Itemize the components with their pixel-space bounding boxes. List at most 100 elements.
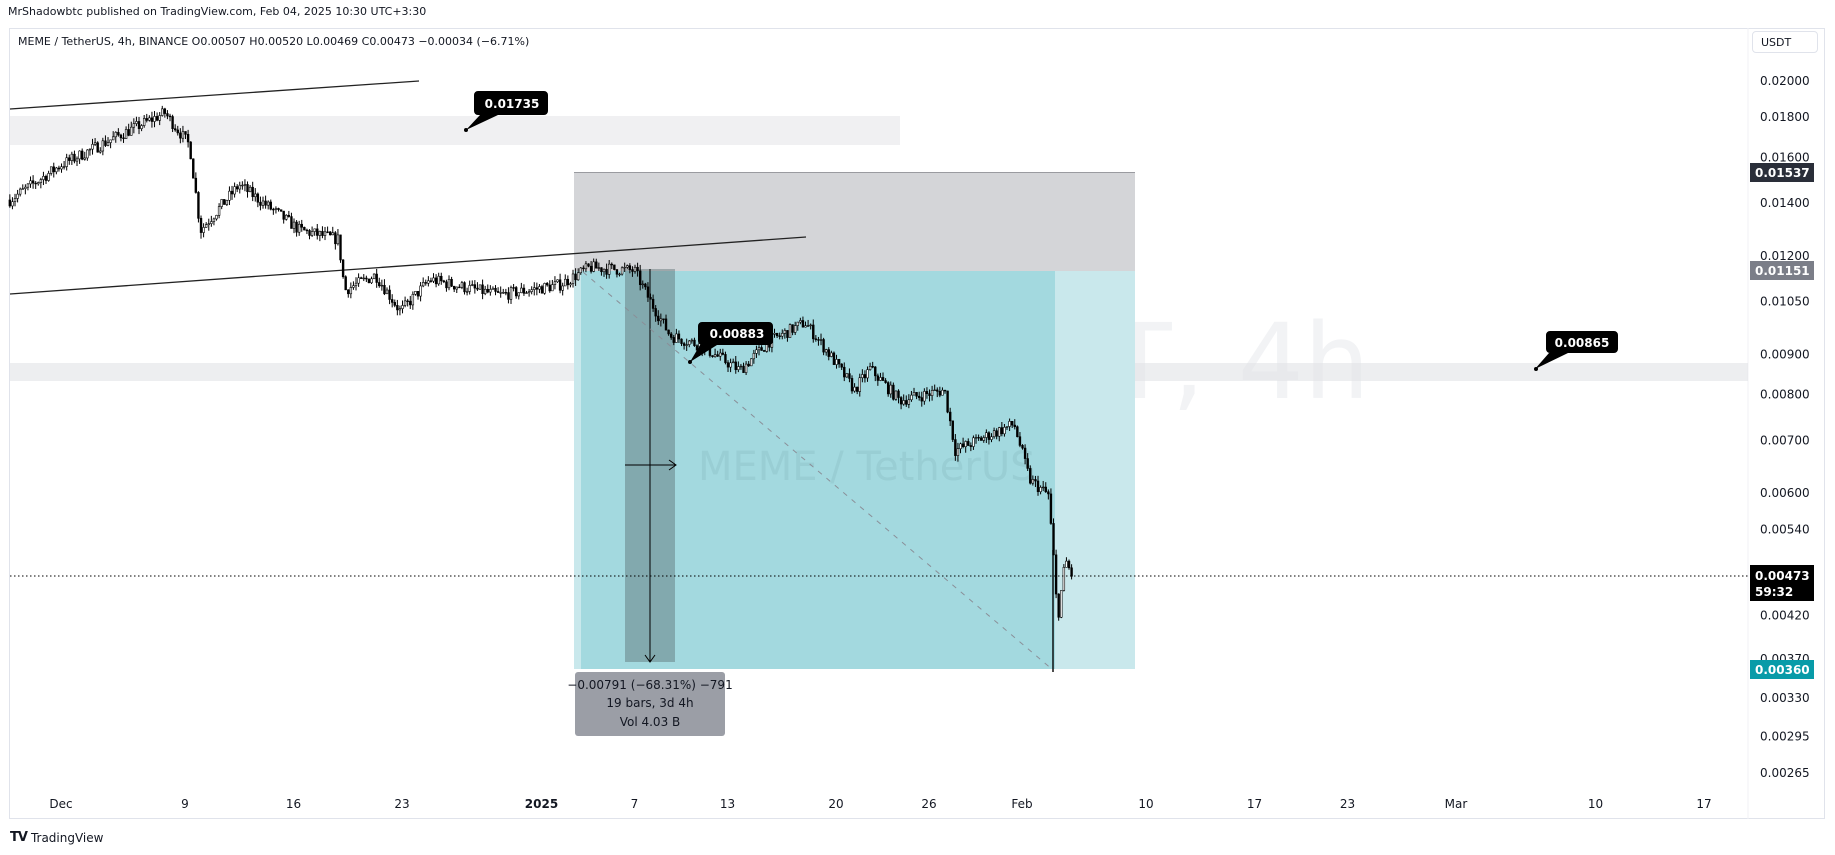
candle xyxy=(78,150,81,164)
callout-0.01735[interactable]: 0.01735 xyxy=(464,91,548,132)
candle xyxy=(349,282,353,299)
candle xyxy=(269,199,272,211)
candle xyxy=(161,105,164,117)
candle xyxy=(409,295,412,309)
candle xyxy=(432,273,435,283)
candle xyxy=(241,181,244,190)
candle xyxy=(527,289,531,297)
candle xyxy=(1065,557,1068,568)
candle xyxy=(396,299,399,316)
candle xyxy=(757,345,761,356)
current-price-text: 0.00473 xyxy=(1755,569,1810,583)
callout-text: 0.01735 xyxy=(485,97,540,111)
callout-0.00865[interactable]: 0.00865 xyxy=(1534,331,1618,371)
price-tick: 0.00330 xyxy=(1760,691,1810,705)
candle xyxy=(569,281,572,288)
candle xyxy=(8,194,12,208)
candle xyxy=(266,200,270,210)
time-axis[interactable]: Dec 9 16 23 2025 7 13 20 26 Feb 10 17 23 Mar 10 17 xyxy=(49,797,1711,811)
candle xyxy=(987,431,991,445)
candle xyxy=(442,279,446,284)
candle xyxy=(62,161,66,170)
zone-0.01735[interactable] xyxy=(10,116,900,145)
candle xyxy=(55,166,58,175)
trendline-upper[interactable] xyxy=(9,80,420,110)
candle xyxy=(576,268,580,281)
candle xyxy=(1031,475,1035,486)
time-tick: 16 xyxy=(286,797,301,811)
candle xyxy=(899,396,903,410)
time-tick: 17 xyxy=(1696,797,1711,811)
candle xyxy=(855,386,859,395)
candle xyxy=(18,187,22,197)
candle xyxy=(543,282,546,295)
candle xyxy=(137,116,141,135)
candle xyxy=(75,156,79,167)
candle xyxy=(297,220,301,236)
candle xyxy=(106,137,110,147)
candle xyxy=(1021,444,1024,450)
candle xyxy=(564,274,567,287)
candle xyxy=(13,193,17,207)
candle xyxy=(362,274,365,282)
candle xyxy=(925,387,929,399)
price-tick: 0.01050 xyxy=(1760,295,1810,309)
candle xyxy=(879,372,882,382)
candle xyxy=(850,375,854,394)
candle xyxy=(57,165,61,172)
candle xyxy=(827,347,830,361)
candle xyxy=(367,278,371,284)
candle xyxy=(135,116,138,127)
callout-0.00883[interactable]: 0.00883 xyxy=(688,322,773,364)
stop-zone[interactable] xyxy=(574,172,1135,271)
candle xyxy=(620,266,624,276)
price-axis[interactable]: 0.02000 0.01800 0.01600 0.01400 0.01200 0.010… xyxy=(1760,74,1810,780)
candle xyxy=(669,331,673,340)
candle xyxy=(561,282,564,296)
currency-button[interactable]: USDT xyxy=(1752,31,1818,53)
candle xyxy=(739,363,743,370)
candle xyxy=(481,279,484,300)
candle xyxy=(285,214,288,221)
candle xyxy=(584,261,588,273)
candle xyxy=(184,131,187,140)
candle xyxy=(788,323,792,338)
candle xyxy=(845,373,849,378)
candle xyxy=(646,282,650,302)
candle xyxy=(507,287,510,304)
candle xyxy=(166,110,169,120)
candle xyxy=(897,389,900,404)
measure-bars: 19 bars, 3d 4h xyxy=(606,696,693,710)
candle xyxy=(179,128,182,144)
arrow-right-icon xyxy=(668,459,677,471)
candle xyxy=(951,420,954,442)
trendline-lower[interactable] xyxy=(9,236,807,295)
candle xyxy=(86,149,89,161)
candle xyxy=(801,316,805,328)
candle xyxy=(672,334,675,346)
candle xyxy=(65,153,68,171)
price-tick: 0.01200 xyxy=(1760,249,1810,263)
tradingview-logo[interactable]: TV TradingView xyxy=(10,830,103,845)
candle xyxy=(44,174,48,184)
candle xyxy=(385,287,389,295)
candle xyxy=(737,361,740,373)
position-diagonal xyxy=(582,271,1054,671)
candle xyxy=(853,383,856,393)
candle xyxy=(786,330,789,342)
candle xyxy=(961,437,965,449)
candle xyxy=(636,262,639,277)
candle xyxy=(313,228,316,236)
candle xyxy=(533,282,536,296)
candle xyxy=(556,279,559,283)
candle xyxy=(876,373,880,386)
candle xyxy=(365,275,368,283)
candle xyxy=(21,184,24,190)
candle xyxy=(434,274,438,288)
candle xyxy=(277,207,280,212)
candle xyxy=(352,281,355,290)
candle xyxy=(1003,423,1006,437)
candle xyxy=(664,314,668,331)
candle xyxy=(148,115,151,122)
